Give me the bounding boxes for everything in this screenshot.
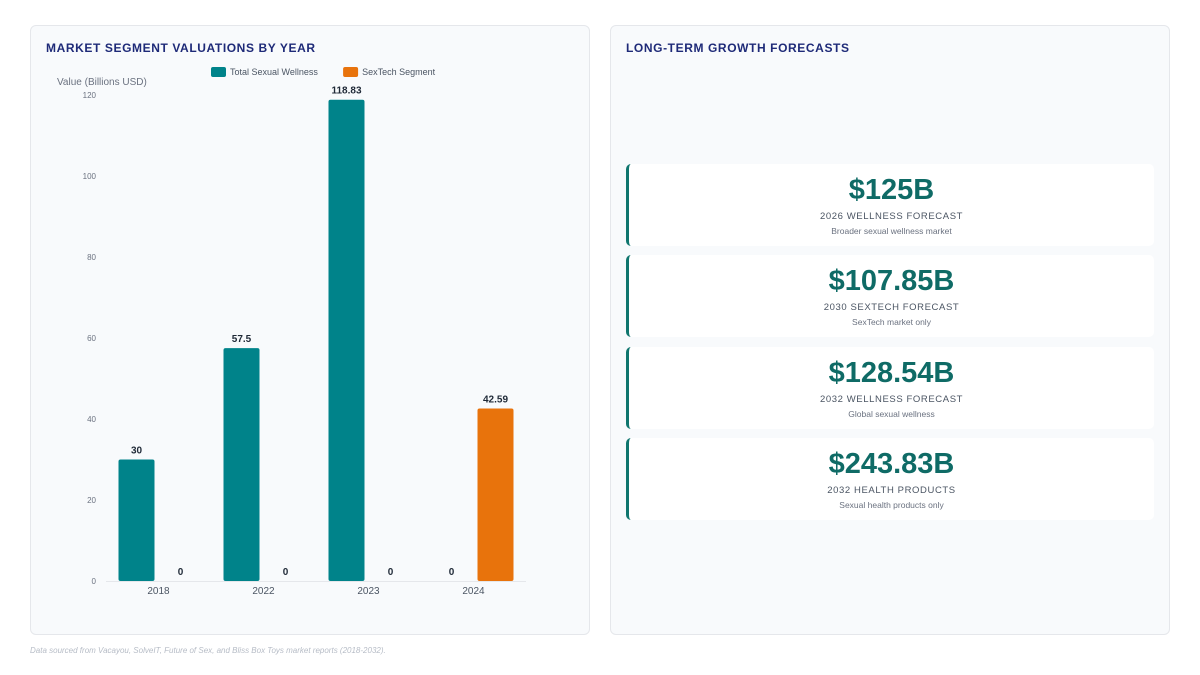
forecast-description: Global sexual wellness bbox=[848, 409, 935, 419]
legend-swatch-wellness bbox=[211, 67, 226, 77]
y-tick-label: 20 bbox=[87, 496, 96, 505]
forecast-description: SexTech market only bbox=[852, 317, 931, 327]
data-label-sextech-2024: 42.59 bbox=[483, 395, 508, 406]
forecast-value: $125B bbox=[848, 174, 935, 206]
forecast-description: Broader sexual wellness market bbox=[831, 226, 952, 236]
source-note: Data sourced from Vacayou, SolveIT, Futu… bbox=[30, 646, 386, 655]
bar-wellness-2022 bbox=[223, 348, 260, 581]
data-label-sextech-2018: 0 bbox=[178, 567, 184, 578]
y-tick-label: 120 bbox=[83, 91, 97, 100]
y-tick-label: 40 bbox=[87, 415, 96, 424]
bar-chart: Value (Billions USD) 0 20 40 60 80 100 120 Total… bbox=[57, 67, 526, 597]
y-tick-label: 100 bbox=[83, 172, 97, 181]
valuations-chart-card: MARKET SEGMENT VALUATIONS BY YEAR Value … bbox=[30, 25, 590, 635]
data-label-wellness-2018: 30 bbox=[131, 446, 143, 457]
y-tick-label: 80 bbox=[87, 253, 96, 262]
x-tick-label: 2024 bbox=[462, 586, 485, 597]
forecast-card-2026-wellness: $125B 2026 WELLNESS FORECAST Broader sex… bbox=[626, 164, 1154, 246]
legend-label-wellness: Total Sexual Wellness bbox=[230, 67, 318, 77]
data-label-wellness-2024: 0 bbox=[449, 567, 455, 578]
data-label-wellness-2023: 118.83 bbox=[331, 86, 361, 97]
x-tick-label: 2022 bbox=[252, 586, 275, 597]
chart-title: MARKET SEGMENT VALUATIONS BY YEAR bbox=[46, 41, 316, 55]
forecast-card-2032-health-products: $243.83B 2032 HEALTH PRODUCTS Sexual hea… bbox=[626, 438, 1154, 520]
y-axis-title: Value (Billions USD) bbox=[57, 77, 147, 88]
forecast-value: $128.54B bbox=[828, 357, 955, 389]
x-tick-label: 2018 bbox=[147, 586, 170, 597]
forecast-description: Sexual health products only bbox=[839, 500, 944, 510]
bar-wellness-2023 bbox=[328, 99, 365, 582]
legend-label-sextech: SexTech Segment bbox=[362, 67, 436, 77]
forecast-label: 2026 WELLNESS FORECAST bbox=[819, 211, 964, 222]
forecasts-title: LONG-TERM GROWTH FORECASTS bbox=[626, 41, 850, 55]
bar-wellness-2018 bbox=[118, 459, 155, 581]
forecast-label: 2032 WELLNESS FORECAST bbox=[819, 394, 964, 405]
forecast-card-2032-wellness: $128.54B 2032 WELLNESS FORECAST Global s… bbox=[626, 347, 1154, 429]
y-tick-label: 0 bbox=[92, 577, 97, 586]
forecasts-card: LONG-TERM GROWTH FORECASTS $125B 2026 WE… bbox=[610, 25, 1170, 635]
data-label-sextech-2022: 0 bbox=[283, 567, 289, 578]
data-label-wellness-2022: 57.5 bbox=[232, 334, 252, 345]
x-tick-label: 2023 bbox=[357, 586, 380, 597]
forecast-value: $107.85B bbox=[828, 265, 955, 297]
legend-swatch-sextech bbox=[343, 67, 359, 77]
forecast-label: 2030 SEXTECH FORECAST bbox=[823, 302, 960, 313]
forecast-value: $243.83B bbox=[828, 448, 955, 480]
y-tick-label: 60 bbox=[87, 334, 96, 343]
data-label-sextech-2023: 0 bbox=[388, 567, 394, 578]
forecast-label: 2032 HEALTH PRODUCTS bbox=[827, 485, 956, 496]
bar-sextech-2024 bbox=[477, 408, 514, 581]
forecast-card-2030-sextech: $107.85B 2030 SEXTECH FORECAST SexTech m… bbox=[626, 255, 1154, 337]
